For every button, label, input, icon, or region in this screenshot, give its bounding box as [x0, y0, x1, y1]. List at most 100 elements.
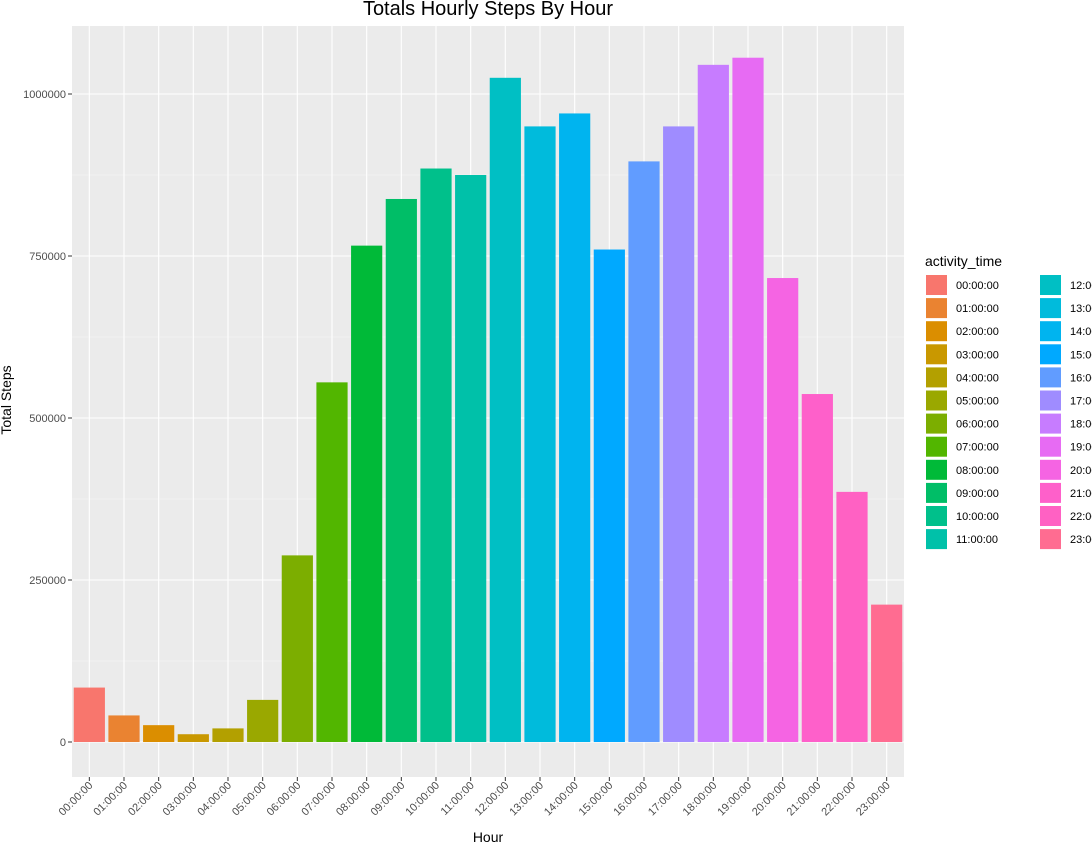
bar-05:00:00: [247, 699, 279, 742]
legend-swatch: [1040, 459, 1061, 480]
bar-23:00:00: [871, 604, 903, 742]
x-tick-label: 16:00:00: [611, 780, 650, 819]
legend-swatch: [1040, 390, 1061, 411]
legend-swatch: [926, 459, 947, 480]
legend-label: 11:00:00: [956, 534, 998, 546]
legend-swatch: [1040, 413, 1061, 434]
legend-label: 18:00:00: [1070, 419, 1092, 431]
plot-panel: [72, 26, 904, 777]
legend-swatch: [926, 529, 947, 550]
legend-label: 01:00:00: [956, 303, 999, 315]
bar-11:00:00: [455, 175, 487, 742]
legend-swatch: [926, 298, 947, 319]
x-tick-label: 03:00:00: [161, 780, 200, 819]
legend-label: 12:00:00: [1070, 280, 1092, 292]
bar-04:00:00: [212, 728, 244, 742]
bar-19:00:00: [732, 57, 764, 743]
x-tick-label: 21:00:00: [785, 780, 824, 819]
x-tick-label: 22:00:00: [819, 780, 858, 819]
legend-swatch: [926, 321, 947, 342]
x-tick-label: 09:00:00: [369, 780, 408, 819]
y-tick-label: 0: [60, 737, 66, 749]
x-tick-label: 15:00:00: [577, 780, 616, 819]
x-tick-label: 23:00:00: [854, 780, 893, 819]
legend-label: 07:00:00: [956, 442, 999, 454]
legend-swatch: [1040, 367, 1061, 388]
y-tick-label: 250000: [29, 575, 66, 587]
bar-15:00:00: [593, 249, 625, 742]
legend-title: activity_time: [925, 253, 1002, 269]
x-axis-ticks: 00:00:0001:00:0002:00:0003:00:0004:00:00…: [57, 777, 893, 818]
legend-label: 02:00:00: [956, 326, 999, 338]
x-tick-label: 19:00:00: [715, 780, 754, 819]
legend-label: 08:00:00: [956, 465, 999, 477]
x-tick-label: 18:00:00: [681, 780, 720, 819]
x-tick-label: 04:00:00: [195, 780, 234, 819]
legend-label: 23:00:00: [1070, 534, 1092, 546]
x-tick-label: 13:00:00: [507, 780, 546, 819]
legend-swatch: [1040, 298, 1061, 319]
bar-13:00:00: [524, 126, 556, 742]
x-tick-label: 05:00:00: [230, 780, 269, 819]
y-axis-title: Total Steps: [0, 365, 14, 434]
legend-swatch: [926, 413, 947, 434]
x-tick-label: 08:00:00: [334, 780, 373, 819]
y-tick-label: 750000: [29, 251, 66, 263]
bar-20:00:00: [767, 278, 799, 742]
legend-label: 16:00:00: [1070, 372, 1092, 384]
bar-12:00:00: [489, 77, 521, 743]
legend-label: 22:00:00: [1070, 511, 1092, 523]
legend-swatch: [926, 344, 947, 365]
chart-title: Totals Hourly Steps By Hour: [363, 0, 613, 20]
x-tick-label: 10:00:00: [403, 780, 442, 819]
bar-09:00:00: [385, 198, 417, 742]
x-tick-label: 02:00:00: [126, 780, 165, 819]
legend: activity_time 00:00:00 01:00:00 02:00:00 03…: [925, 253, 1092, 550]
bar-00:00:00: [73, 687, 105, 742]
x-tick-label: 00:00:00: [57, 780, 96, 819]
bar-01:00:00: [108, 715, 140, 742]
bar-07:00:00: [316, 382, 348, 742]
legend-swatch: [1040, 436, 1061, 457]
legend-label: 20:00:00: [1070, 465, 1092, 477]
legend-swatch: [1040, 275, 1061, 295]
x-tick-label: 12:00:00: [473, 780, 512, 819]
x-tick-label: 20:00:00: [750, 780, 789, 819]
legend-label: 09:00:00: [956, 488, 999, 500]
y-tick-label: 500000: [29, 413, 66, 425]
legend-swatch: [1040, 344, 1061, 365]
bar-21:00:00: [801, 394, 833, 742]
x-tick-label: 17:00:00: [646, 780, 685, 819]
legend-label: 19:00:00: [1070, 442, 1092, 454]
legend-label: 14:00:00: [1070, 326, 1092, 338]
bar-22:00:00: [836, 491, 868, 742]
bar-17:00:00: [663, 126, 695, 742]
y-axis-ticks: 0 250000 500000 750000 1000000: [23, 89, 72, 749]
bar-03:00:00: [177, 734, 209, 742]
legend-label: 13:00:00: [1070, 303, 1092, 315]
legend-swatch: [926, 367, 947, 388]
legend-swatch: [926, 482, 947, 503]
legend-label: 05:00:00: [956, 396, 999, 408]
legend-swatch: [926, 390, 947, 411]
legend-swatch: [1040, 506, 1061, 526]
x-tick-label: 11:00:00: [439, 780, 477, 818]
legend-label: 04:00:00: [956, 372, 999, 384]
x-tick-label: 01:00:00: [91, 780, 130, 819]
legend-swatch: [926, 275, 947, 295]
bar-10:00:00: [420, 168, 452, 742]
bar-18:00:00: [697, 64, 729, 743]
legend-swatch: [1040, 321, 1061, 342]
x-tick-label: 06:00:00: [265, 780, 304, 819]
x-tick-label: 14:00:00: [542, 780, 581, 819]
bar-16:00:00: [628, 161, 660, 743]
legend-label: 15:00:00: [1070, 349, 1092, 361]
legend-swatch: [1040, 529, 1061, 550]
bar-02:00:00: [143, 725, 175, 742]
legend-label: 21:00:00: [1070, 488, 1092, 500]
legend-label: 00:00:00: [956, 280, 999, 292]
bars: [73, 57, 903, 743]
y-tick-label: 1000000: [23, 89, 66, 101]
x-tick-label: 07:00:00: [299, 780, 338, 819]
